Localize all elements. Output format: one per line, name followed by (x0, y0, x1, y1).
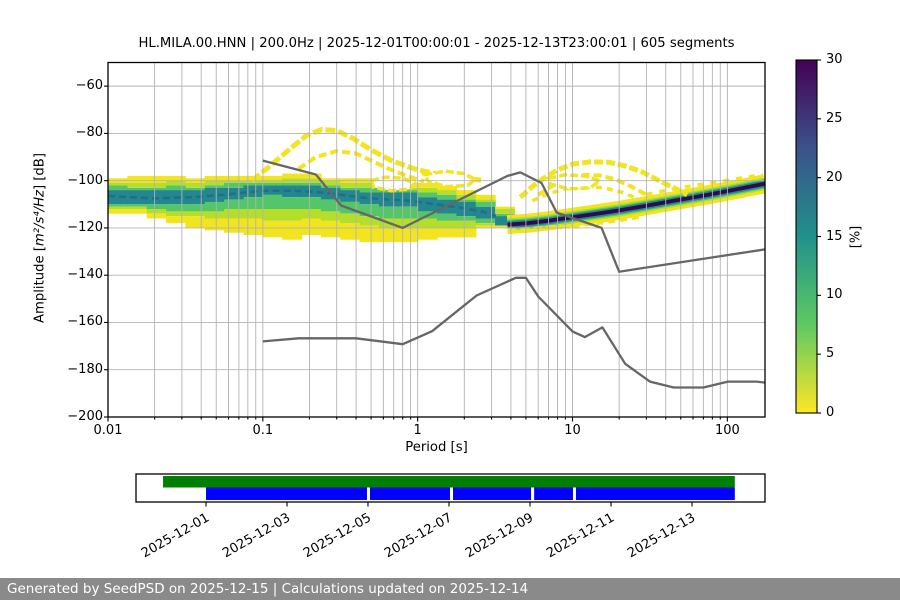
x-tick-label: 0.1 (252, 423, 274, 438)
plot-title: HL.MILA.00.HNN | 200.0Hz | 2025-12-01T00… (138, 36, 735, 51)
timeline-blue-segment (575, 487, 735, 500)
timeline-date-label: 2025-12-13 (625, 510, 698, 561)
axis-ticks (104, 85, 728, 422)
arc-curl_c (546, 173, 604, 191)
ppsd-heatmap (108, 126, 765, 243)
colorbar-tick-label: 20 (826, 169, 843, 185)
timeline-blue-segment (369, 487, 450, 500)
band-core-streak (108, 189, 497, 218)
arc-curl_b (421, 169, 479, 189)
colorbar-tick-label: 0 (826, 405, 835, 420)
colorbar-tick-label: 10 (826, 287, 843, 303)
y-tick-label: −120 (67, 219, 103, 235)
footer-text: Generated by SeedPSD on 2025-12-15 | Cal… (7, 581, 529, 597)
nlnm-curve (262, 276, 765, 389)
coverage-timeline: 2025-12-01 2025-12-03 2025-12-05 2025-12-07… (135, 473, 766, 561)
x-tick-label: 100 (714, 423, 740, 438)
ppsd-plot-canvas: 2025-12-01 2025-12-03 2025-12-05 2025-12-07… (104, 59, 821, 561)
x-tick-label: 0.01 (93, 423, 123, 438)
y-tick-label: −60 (75, 78, 103, 94)
y-axis-label-prefix: Amplitude [ (32, 246, 48, 323)
y-tick-label: −200 (67, 409, 103, 424)
colorbar-tick-label: 5 (826, 346, 835, 362)
colorbar-tick-label: 15 (826, 228, 843, 244)
noise-models (262, 159, 765, 389)
timeline-date-label: 2025-12-03 (220, 510, 293, 561)
y-tick-label: −100 (67, 172, 103, 188)
arc-loop2-inner (537, 173, 648, 197)
nhnm-curve (262, 159, 765, 273)
arc-loop2-outer (518, 159, 689, 200)
y-tick-label: −180 (67, 361, 103, 377)
timeline-blue-segment (206, 487, 367, 500)
y-tick-label: −80 (75, 125, 103, 141)
timeline-blue-segment (453, 487, 532, 500)
colorbar-tick-label: 30 (826, 52, 843, 67)
x-axis-label: Period [s] (405, 440, 468, 455)
footer-bar: Generated by SeedPSD on 2025-12-15 | Cal… (0, 578, 900, 600)
y-tick-label: −140 (67, 267, 103, 283)
x-tick-label: 1 (413, 423, 422, 438)
y-tick-label: −160 (67, 314, 103, 330)
colorbar (795, 59, 818, 414)
y-axis-label-units: m²/s⁴/Hz (32, 190, 48, 247)
timeline-date-label: 2025-12-09 (463, 510, 536, 561)
grid-lines (107, 62, 765, 417)
timeline-date-label: 2025-12-11 (544, 510, 617, 561)
timeline-green-segment (163, 476, 735, 488)
colorbar-tick-label: 25 (826, 110, 843, 126)
arc-loop1-inner (297, 149, 425, 184)
colorbar-label: [%] (848, 225, 864, 249)
timeline-date-label: 2025-12-05 (301, 510, 374, 561)
plot-spines (107, 61, 766, 418)
arc-curl_a (368, 175, 417, 193)
x-tick-label: 10 (564, 423, 581, 438)
timeline-date-label: 2025-12-07 (382, 510, 455, 561)
timeline-date-label: 2025-12-01 (139, 510, 212, 561)
arc-loop2-inner2 (531, 184, 638, 203)
timeline-blue-segment (534, 487, 573, 500)
